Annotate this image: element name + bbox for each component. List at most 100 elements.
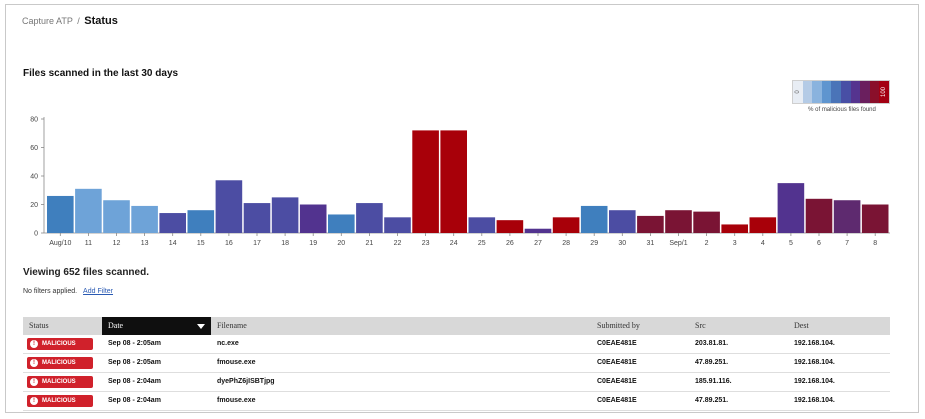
- x-tick-label: 11: [85, 240, 92, 247]
- column-header-date-label: Date: [108, 321, 124, 330]
- x-tick-label: 16: [225, 240, 233, 247]
- bar: [215, 180, 243, 233]
- x-tick-label: 31: [647, 240, 655, 247]
- bar: [721, 224, 748, 233]
- bar: [777, 183, 805, 233]
- bar: [271, 197, 299, 233]
- x-tick-label: 12: [113, 240, 121, 247]
- bar: [187, 210, 215, 233]
- y-tick-label: 20: [30, 202, 38, 209]
- src-cell: 47.89.251.: [695, 359, 729, 366]
- x-tick-label: 26: [506, 240, 514, 247]
- date-cell: Sep 08 - 2:05am: [108, 359, 161, 366]
- legend-swatch: 0: [793, 81, 803, 103]
- breadcrumb: Capture ATP / Status: [22, 15, 118, 27]
- table-header: Status Date Filename Submitted by Src De…: [23, 317, 890, 335]
- breadcrumb-parent[interactable]: Capture ATP: [22, 16, 73, 26]
- breadcrumb-separator: /: [77, 16, 80, 26]
- alert-icon: !: [30, 359, 38, 367]
- filter-status: No filters applied. Add Filter: [23, 288, 113, 295]
- status-label: MALICIOUS: [42, 398, 76, 404]
- legend-swatch: [812, 81, 822, 103]
- bar: [861, 204, 889, 233]
- x-tick-label: 5: [789, 240, 793, 247]
- x-tick-label: 17: [253, 240, 261, 247]
- legend-swatch: [802, 81, 813, 103]
- filename-cell: nc.exe: [217, 340, 239, 347]
- viewing-count: Viewing 652 files scanned.: [23, 267, 149, 278]
- table-body: ! MALICIOUS Sep 08 - 2:05am nc.exe C0EAE481E…: [23, 335, 890, 411]
- table-row[interactable]: ! MALICIOUS Sep 08 - 2:04am dyePhZ6jISBTjpg…: [23, 373, 890, 392]
- x-tick-label: 25: [478, 240, 486, 247]
- chart-section-title: Files scanned in the last 30 days: [23, 68, 179, 79]
- submitted-by-cell: C0EAE481E: [597, 397, 637, 404]
- table-row[interactable]: ! MALICIOUS Sep 08 - 2:04am fmouse.exe C0EAE…: [23, 392, 890, 411]
- bar: [47, 195, 74, 233]
- x-tick-label: 3: [733, 240, 737, 247]
- alert-icon: !: [30, 397, 38, 405]
- files-table: Status Date Filename Submitted by Src De…: [23, 317, 890, 411]
- alert-icon: !: [30, 378, 38, 386]
- submitted-by-cell: C0EAE481E: [597, 359, 637, 366]
- bar: [468, 217, 496, 233]
- bar: [496, 220, 524, 233]
- malicious-status-badge: ! MALICIOUS: [27, 395, 93, 407]
- x-tick-label: 27: [534, 240, 542, 247]
- submitted-by-cell: C0EAE481E: [597, 378, 637, 385]
- bar: [665, 210, 692, 233]
- x-tick-label: 13: [141, 240, 149, 247]
- bar: [328, 214, 355, 233]
- y-tick-label: 60: [30, 145, 38, 152]
- x-tick-label: Sep/1: [669, 240, 687, 247]
- x-tick-label: 8: [873, 240, 877, 247]
- bar: [243, 203, 271, 233]
- bar: [299, 204, 327, 233]
- add-filter-link[interactable]: Add Filter: [83, 288, 114, 295]
- color-legend: 0 100 % of malicious files found: [792, 80, 892, 120]
- filter-status-text: No filters applied.: [23, 288, 78, 295]
- legend-swatch: [821, 81, 832, 103]
- column-header-submitted-by[interactable]: Submitted by: [597, 321, 640, 330]
- bar: [384, 217, 411, 233]
- src-cell: 185.91.116.: [695, 378, 732, 385]
- x-tick-label: 23: [422, 240, 430, 247]
- column-header-date[interactable]: Date: [102, 317, 211, 335]
- x-tick-label: 30: [618, 240, 626, 247]
- legend-swatch: [831, 81, 841, 103]
- sort-descending-icon: [197, 324, 205, 329]
- bar: [637, 215, 664, 233]
- date-cell: Sep 08 - 2:04am: [108, 378, 161, 385]
- filename-cell: fmouse.exe: [217, 359, 256, 366]
- filename-cell: dyePhZ6jISBTjpg: [217, 378, 275, 385]
- alert-icon: !: [30, 340, 38, 348]
- x-tick-label: 15: [197, 240, 205, 247]
- bar: [749, 217, 777, 233]
- bar: [609, 210, 636, 233]
- column-header-filename[interactable]: Filename: [217, 321, 247, 330]
- x-tick-label: 14: [169, 240, 177, 247]
- src-cell: 47.89.251.: [695, 397, 729, 404]
- legend-color-scale: 0 100: [792, 80, 890, 104]
- legend-swatch: 100: [879, 81, 889, 103]
- x-tick-label: 24: [450, 240, 458, 247]
- column-header-dest[interactable]: Dest: [794, 321, 809, 330]
- x-tick-label: 7: [845, 240, 849, 247]
- x-tick-label: 28: [562, 240, 570, 247]
- bar: [356, 203, 383, 233]
- filename-cell: fmouse.exe: [217, 397, 256, 404]
- legend-swatch: [869, 81, 880, 103]
- bar: [75, 188, 102, 233]
- column-header-status[interactable]: Status: [29, 321, 49, 330]
- x-tick-label: 2: [705, 240, 709, 247]
- x-tick-label: 29: [590, 240, 598, 247]
- x-tick-label: 18: [281, 240, 289, 247]
- breadcrumb-current: Status: [84, 15, 118, 27]
- column-header-src[interactable]: Src: [695, 321, 706, 330]
- bar: [552, 217, 580, 233]
- table-row[interactable]: ! MALICIOUS Sep 08 - 2:05am fmouse.exe C0EAE…: [23, 354, 890, 373]
- legend-swatch: [860, 81, 870, 103]
- bar: [131, 205, 158, 233]
- bar: [412, 130, 439, 233]
- table-row[interactable]: ! MALICIOUS Sep 08 - 2:05am nc.exe C0EAE481E…: [23, 335, 890, 354]
